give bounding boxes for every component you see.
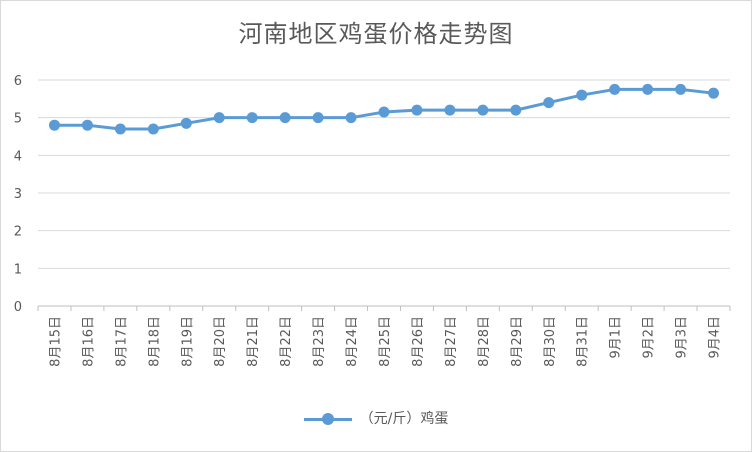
data-point	[510, 104, 522, 116]
y-tick-label: 0	[14, 300, 22, 315]
legend: （元/斤）鸡蛋	[0, 408, 752, 428]
data-point	[213, 112, 225, 124]
x-tick-label: 8月15日	[48, 316, 63, 367]
data-point	[180, 117, 192, 129]
data-point	[312, 112, 324, 124]
data-point	[345, 112, 357, 124]
legend-label: （元/斤）鸡蛋	[359, 411, 449, 427]
y-tick-label: 1	[14, 262, 22, 277]
chart-title: 河南地区鸡蛋价格走势图	[238, 20, 514, 48]
data-point	[708, 87, 720, 99]
x-tick-label: 9月3日	[675, 316, 690, 359]
data-point	[411, 104, 423, 116]
data-point	[378, 106, 390, 118]
data-point	[675, 83, 687, 95]
x-tick-label: 8月31日	[576, 316, 591, 367]
x-tick-label: 8月23日	[312, 316, 327, 367]
data-point	[477, 104, 489, 116]
y-tick-label: 4	[14, 149, 22, 164]
x-tick-label: 8月16日	[81, 316, 96, 367]
x-tick-label: 8月17日	[114, 316, 129, 367]
x-tick-label: 8月28日	[477, 316, 492, 367]
x-tick-label: 8月19日	[180, 316, 195, 367]
x-tick-label: 8月27日	[444, 316, 459, 367]
x-tick-label: 8月25日	[378, 316, 393, 367]
data-point	[642, 83, 654, 95]
x-tick-label: 8月26日	[411, 316, 426, 367]
x-tick-label: 8月21日	[246, 316, 261, 367]
data-point	[81, 119, 93, 131]
data-point	[543, 97, 555, 109]
x-tick-label: 8月18日	[147, 316, 162, 367]
data-point	[246, 112, 258, 124]
data-point	[609, 83, 621, 95]
data-point	[576, 89, 588, 101]
y-tick-label: 5	[14, 112, 22, 127]
y-tick-label: 6	[14, 74, 22, 89]
x-tick-label: 8月24日	[345, 316, 360, 367]
data-point	[279, 112, 291, 124]
x-tick-label: 8月30日	[543, 316, 558, 367]
x-tick-label: 9月2日	[642, 316, 657, 359]
x-tick-label: 9月4日	[708, 316, 723, 359]
x-tick-label: 8月22日	[279, 316, 294, 367]
x-tick-label: 8月29日	[510, 316, 525, 367]
x-tick-label: 9月1日	[609, 316, 624, 359]
data-point	[444, 104, 456, 116]
x-tick-label: 8月20日	[213, 316, 228, 367]
data-point	[48, 119, 60, 131]
y-tick-label: 2	[14, 225, 22, 240]
legend-swatch	[303, 413, 352, 425]
data-point	[114, 123, 126, 135]
y-tick-label: 3	[14, 187, 22, 202]
data-point	[147, 123, 159, 135]
